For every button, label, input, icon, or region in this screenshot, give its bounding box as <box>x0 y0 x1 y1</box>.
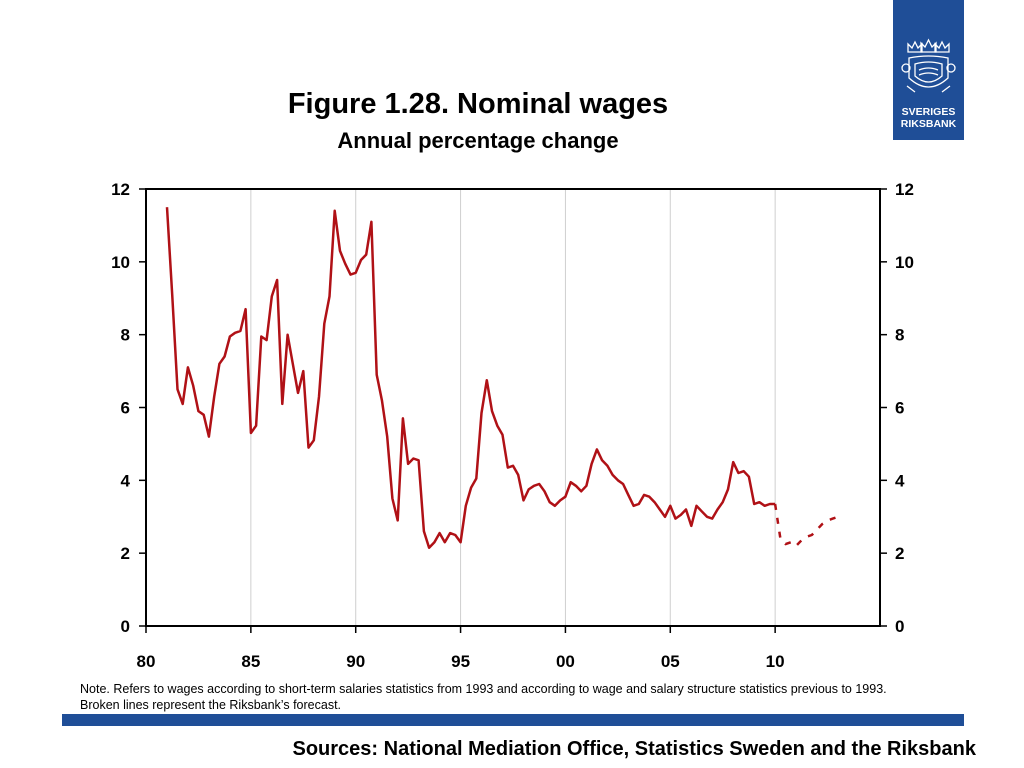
y-tick-label-right: 8 <box>895 326 904 345</box>
x-tick-label: 95 <box>451 652 470 671</box>
y-tick-label-left: 4 <box>121 471 131 490</box>
y-tick-label-right: 6 <box>895 399 904 418</box>
forecast-line <box>773 503 839 548</box>
gridlines <box>250 189 776 626</box>
x-tick-label: 05 <box>661 652 680 671</box>
x-tick-label: 00 <box>556 652 575 671</box>
y-tick-label-left: 8 <box>121 326 130 345</box>
note-line-2: Broken lines represent the Riksbank’s fo… <box>80 698 342 712</box>
series-lines <box>165 207 839 549</box>
logo-text-line1: SVERIGES <box>901 106 956 118</box>
y-tick-label-right: 10 <box>895 253 914 272</box>
chart-subtitle: Annual percentage change <box>337 128 619 153</box>
chart-title: Figure 1.28. Nominal wages <box>287 88 669 120</box>
y-tick-label-left: 6 <box>121 399 130 418</box>
logo-text-line2: RIKSBANK <box>900 118 957 130</box>
crown-shield-emblem-icon <box>901 38 956 93</box>
y-tick-label-left: 0 <box>121 617 130 636</box>
y-tick-label-right: 0 <box>895 617 904 636</box>
axis-ticks <box>139 188 887 633</box>
y-tick-label-left: 10 <box>111 253 130 272</box>
sources-text: Sources: National Mediation Office, Stat… <box>292 738 977 760</box>
y-tick-label-right: 4 <box>895 471 905 490</box>
x-tick-label: 10 <box>766 652 785 671</box>
y-tick-label-left: 2 <box>121 544 130 563</box>
chart-note: Note. Refers to wages according to short… <box>80 681 1010 713</box>
y-tick-label-right: 2 <box>895 544 904 563</box>
y-tick-label-right: 12 <box>895 180 914 199</box>
footer-bar <box>62 714 964 726</box>
x-tick-label: 85 <box>241 652 260 671</box>
note-line-1: Note. Refers to wages according to short… <box>80 682 887 696</box>
riksbank-logo: SVERIGES RIKSBANK <box>893 0 964 140</box>
outcome-line <box>165 207 776 549</box>
x-tick-label: 90 <box>346 652 365 671</box>
y-tick-label-left: 12 <box>111 180 130 199</box>
x-tick-label: 80 <box>137 652 156 671</box>
